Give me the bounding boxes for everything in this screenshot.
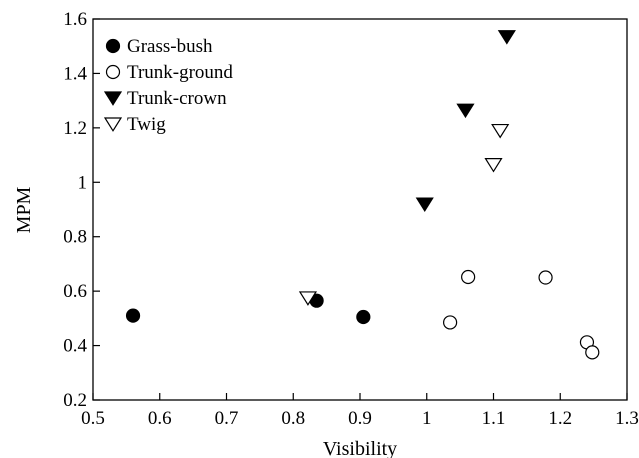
y-tick-label: 0.2 — [63, 390, 87, 411]
x-tick-label: 0.7 — [215, 408, 239, 429]
y-tick-label: 1.2 — [63, 118, 87, 139]
y-tick-label: 0.6 — [63, 281, 87, 302]
x-tick-label: 0.5 — [81, 408, 105, 429]
data-point — [585, 345, 600, 360]
y-tick-label: 1.6 — [63, 9, 87, 30]
y-axis-label: MPM — [13, 186, 35, 233]
data-point — [298, 291, 318, 306]
data-point — [443, 315, 458, 330]
legend-label: Trunk-crown — [127, 88, 227, 109]
x-tick-label: 1.2 — [548, 408, 572, 429]
x-axis-label: Visibility — [323, 438, 397, 458]
data-point — [497, 30, 516, 45]
x-tick-label: 1.1 — [482, 408, 506, 429]
data-point — [415, 197, 434, 212]
data-point — [125, 308, 141, 323]
data-point — [456, 103, 475, 119]
x-tick-label: 0.8 — [281, 408, 305, 429]
x-tick-label: 1 — [422, 408, 432, 429]
data-point — [461, 269, 476, 285]
legend: Grass-bush Trunk-ground Trunk-crown Twig — [103, 36, 233, 135]
data-point — [491, 123, 510, 139]
x-tick-label: 0.9 — [348, 408, 372, 429]
legend-label: Trunk-ground — [127, 62, 233, 83]
x-axis-ticks: 0.5 0.6 0.7 0.8 0.9 1 1.1 1.2 1.3 — [81, 393, 639, 429]
y-tick-label: 1 — [78, 172, 88, 193]
legend-marker — [105, 64, 121, 80]
data-point — [538, 270, 553, 285]
legend-marker — [103, 91, 123, 106]
x-tick-label: 0.6 — [148, 408, 172, 429]
data-point — [484, 157, 503, 173]
legend-label: Grass-bush — [127, 36, 213, 57]
legend-marker — [103, 117, 123, 132]
data-points — [125, 30, 600, 360]
y-tick-label: 0.4 — [63, 336, 87, 357]
data-point — [356, 309, 371, 325]
x-tick-label: 1.3 — [615, 408, 639, 429]
y-axis-ticks: 0.2 0.4 0.6 0.8 1 1.2 1.4 1.6 — [63, 9, 100, 411]
legend-marker — [105, 38, 121, 54]
legend-label: Twig — [127, 114, 166, 135]
y-tick-label: 0.8 — [63, 227, 87, 248]
y-tick-label: 1.4 — [63, 63, 87, 84]
